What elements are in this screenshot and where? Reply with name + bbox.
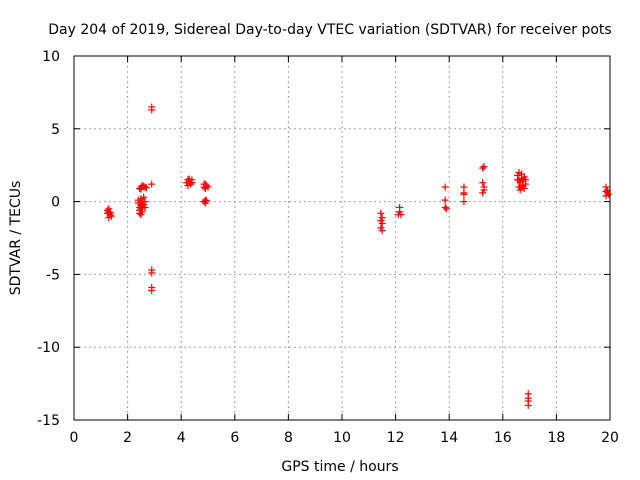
data-point: [603, 186, 611, 194]
data-point: [480, 163, 488, 171]
data-point: [148, 286, 156, 294]
data-point: [105, 205, 113, 213]
y-tick-label: 10: [42, 49, 60, 65]
data-point: [378, 214, 386, 222]
data-point: [377, 209, 385, 217]
data-point: [148, 180, 156, 188]
data-point: [138, 208, 146, 216]
x-tick-label: 12: [387, 430, 405, 446]
y-tick-label: -10: [37, 340, 60, 356]
data-point: [396, 203, 404, 211]
x-tick-label: 6: [230, 430, 239, 446]
data-point: [443, 205, 451, 213]
x-tick-label: 16: [494, 430, 512, 446]
data-point: [185, 175, 193, 183]
chart-title: Day 204 of 2019, Sidereal Day-to-day VTE…: [48, 22, 611, 38]
data-point: [397, 211, 405, 219]
y-tick-label: -5: [46, 267, 60, 283]
data-point: [514, 176, 522, 184]
data-point: [522, 180, 530, 188]
x-axis-label: GPS time / hours: [281, 459, 398, 475]
x-tick-label: 0: [70, 430, 79, 446]
grid-layer: [74, 56, 610, 420]
data-point: [201, 196, 209, 204]
data-point: [441, 183, 449, 191]
ticks-layer: 0 2 4 6 8 10 12 14 16 18 20 10 5 0 -5 -10 -15: [37, 49, 619, 446]
y-tick-label: 0: [51, 195, 60, 211]
data-point: [518, 184, 526, 192]
data-point: [460, 190, 468, 198]
data-point: [378, 227, 386, 235]
x-tick-label: 10: [333, 430, 351, 446]
x-tick-label: 20: [601, 430, 619, 446]
data-point: [142, 184, 150, 192]
data-point: [479, 164, 487, 172]
x-tick-label: 2: [123, 430, 132, 446]
data-point: [148, 106, 156, 114]
marks-layer: [104, 103, 613, 409]
x-tick-label: 14: [440, 430, 458, 446]
x-tick-label: 18: [547, 430, 565, 446]
data-point: [140, 193, 148, 201]
y-tick-label: -15: [37, 413, 60, 429]
data-point: [479, 179, 487, 187]
data-point: [108, 212, 116, 220]
data-point: [148, 269, 156, 277]
data-point: [479, 189, 487, 197]
data-point: [441, 196, 449, 204]
data-point: [201, 184, 209, 192]
data-point: [184, 182, 192, 190]
data-point: [203, 197, 211, 205]
y-axis-label: SDTVAR / TECUs: [8, 181, 24, 296]
x-tick-label: 8: [284, 430, 293, 446]
data-point: [524, 401, 532, 409]
data-point: [106, 209, 114, 217]
data-point: [141, 203, 149, 211]
data-point: [602, 187, 610, 195]
data-point: [200, 180, 208, 188]
data-point: [460, 198, 468, 206]
data-point: [141, 183, 149, 191]
y-tick-label: 5: [51, 122, 60, 138]
data-point: [441, 203, 449, 211]
x-tick-label: 4: [177, 430, 186, 446]
data-point: [137, 185, 145, 193]
